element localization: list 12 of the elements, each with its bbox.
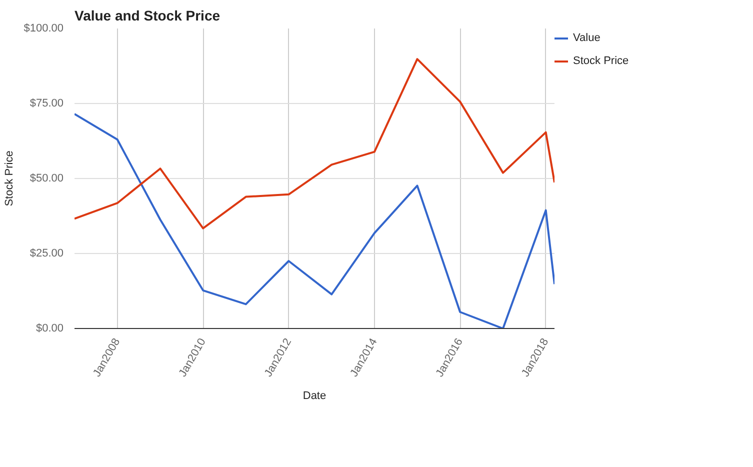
y-tick-label: $0.00: [36, 322, 64, 334]
y-tick-label: $50.00: [30, 172, 64, 184]
y-tick-label: $75.00: [30, 98, 64, 110]
line-series: [74, 113, 554, 328]
line-series: [74, 58, 554, 230]
y-tick-label: $25.00: [30, 248, 64, 260]
x-axis-title: Date: [302, 390, 326, 402]
chart-title: Value and Stock Price: [74, 8, 220, 24]
y-tick-label: $100.00: [24, 22, 64, 34]
legend-label: Stock Price: [573, 55, 629, 67]
y-axis-title: Stock Price: [4, 150, 16, 206]
legend-label: Value: [573, 32, 600, 44]
